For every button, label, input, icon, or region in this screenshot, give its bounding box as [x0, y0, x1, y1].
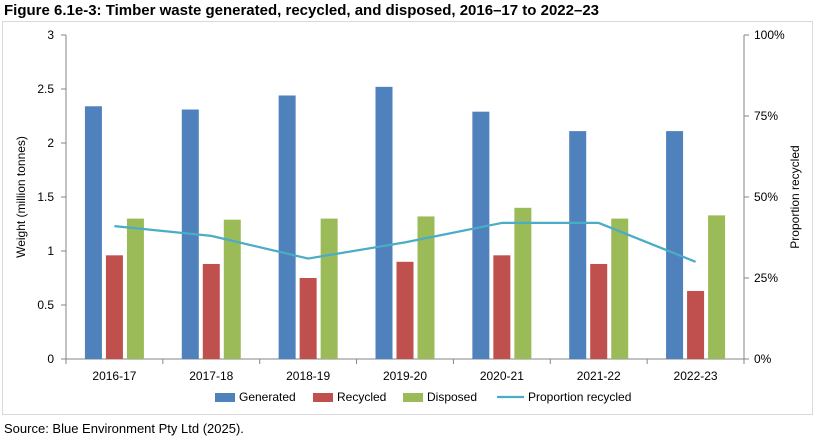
y2-tick-label: 100% — [754, 28, 785, 42]
y-tick-label: 0.5 — [37, 298, 54, 312]
bar-generated — [84, 106, 102, 359]
bar-disposed — [708, 215, 726, 359]
bar-recycled — [105, 255, 123, 359]
y-tick-label: 3 — [47, 28, 54, 42]
x-tick-label: 2020-21 — [480, 369, 524, 383]
figure-source: Source: Blue Environment Pty Ltd (2025). — [4, 421, 244, 436]
bar-recycled — [493, 255, 511, 359]
chart-area: 0 0.5 1 1.5 2 2.5 3 0% 25% 50% 75% 100% 2016-17 2017-… — [2, 21, 813, 415]
bar-disposed — [611, 218, 629, 359]
legend-label-proportion-recycled: Proportion recycled — [528, 390, 631, 404]
y2-tick-label: 25% — [754, 271, 778, 285]
y-tick-label: 1.5 — [37, 190, 54, 204]
bar-recycled — [396, 261, 414, 359]
bar-recycled — [299, 278, 317, 359]
x-tick-label: 2016-17 — [92, 369, 136, 383]
y-tick-label: 2 — [47, 136, 54, 150]
y-tick-label: 0 — [47, 352, 54, 366]
bar-disposed — [126, 218, 144, 359]
bar-disposed — [320, 218, 338, 359]
legend-swatch-generated — [215, 393, 235, 402]
y-axis-title: Weight (million tonnes) — [14, 136, 28, 258]
y-tick-label: 1 — [47, 244, 54, 258]
bar-disposed — [223, 219, 241, 359]
y2-tick-label: 0% — [754, 352, 772, 366]
bar-recycled — [687, 290, 705, 359]
x-tick-label: 2019-20 — [383, 369, 427, 383]
bar-generated — [666, 131, 684, 359]
x-tick-label: 2018-19 — [286, 369, 330, 383]
bar-disposed — [514, 207, 532, 359]
legend-swatch-recycled — [313, 393, 333, 402]
legend-label-recycled: Recycled — [337, 390, 386, 404]
bar-recycled — [202, 263, 220, 359]
y2-tick-label: 50% — [754, 190, 778, 204]
line-proportion-recycled — [114, 221, 696, 263]
legend-label-generated: Generated — [239, 390, 296, 404]
bar-disposed — [417, 216, 435, 359]
legend-swatch-disposed — [403, 393, 423, 402]
x-tick-label: 2022-23 — [674, 369, 718, 383]
legend-label-disposed: Disposed — [427, 390, 477, 404]
y-tick-label: 2.5 — [37, 82, 54, 96]
x-tick-label: 2021-22 — [577, 369, 621, 383]
bar-generated — [375, 86, 393, 359]
chart-svg: 0 0.5 1 1.5 2 2.5 3 0% 25% 50% 75% 100% 2016-17 2017-… — [14, 28, 802, 404]
bar-generated — [569, 131, 587, 359]
bar-generated — [278, 95, 296, 359]
y2-tick-label: 75% — [754, 109, 778, 123]
bar-recycled — [590, 263, 608, 359]
x-tick-label: 2017-18 — [189, 369, 233, 383]
figure-title: Figure 6.1e-3: Timber waste generated, r… — [4, 2, 599, 19]
y2-axis-title: Proportion recycled — [788, 145, 802, 248]
bar-generated — [472, 111, 490, 360]
